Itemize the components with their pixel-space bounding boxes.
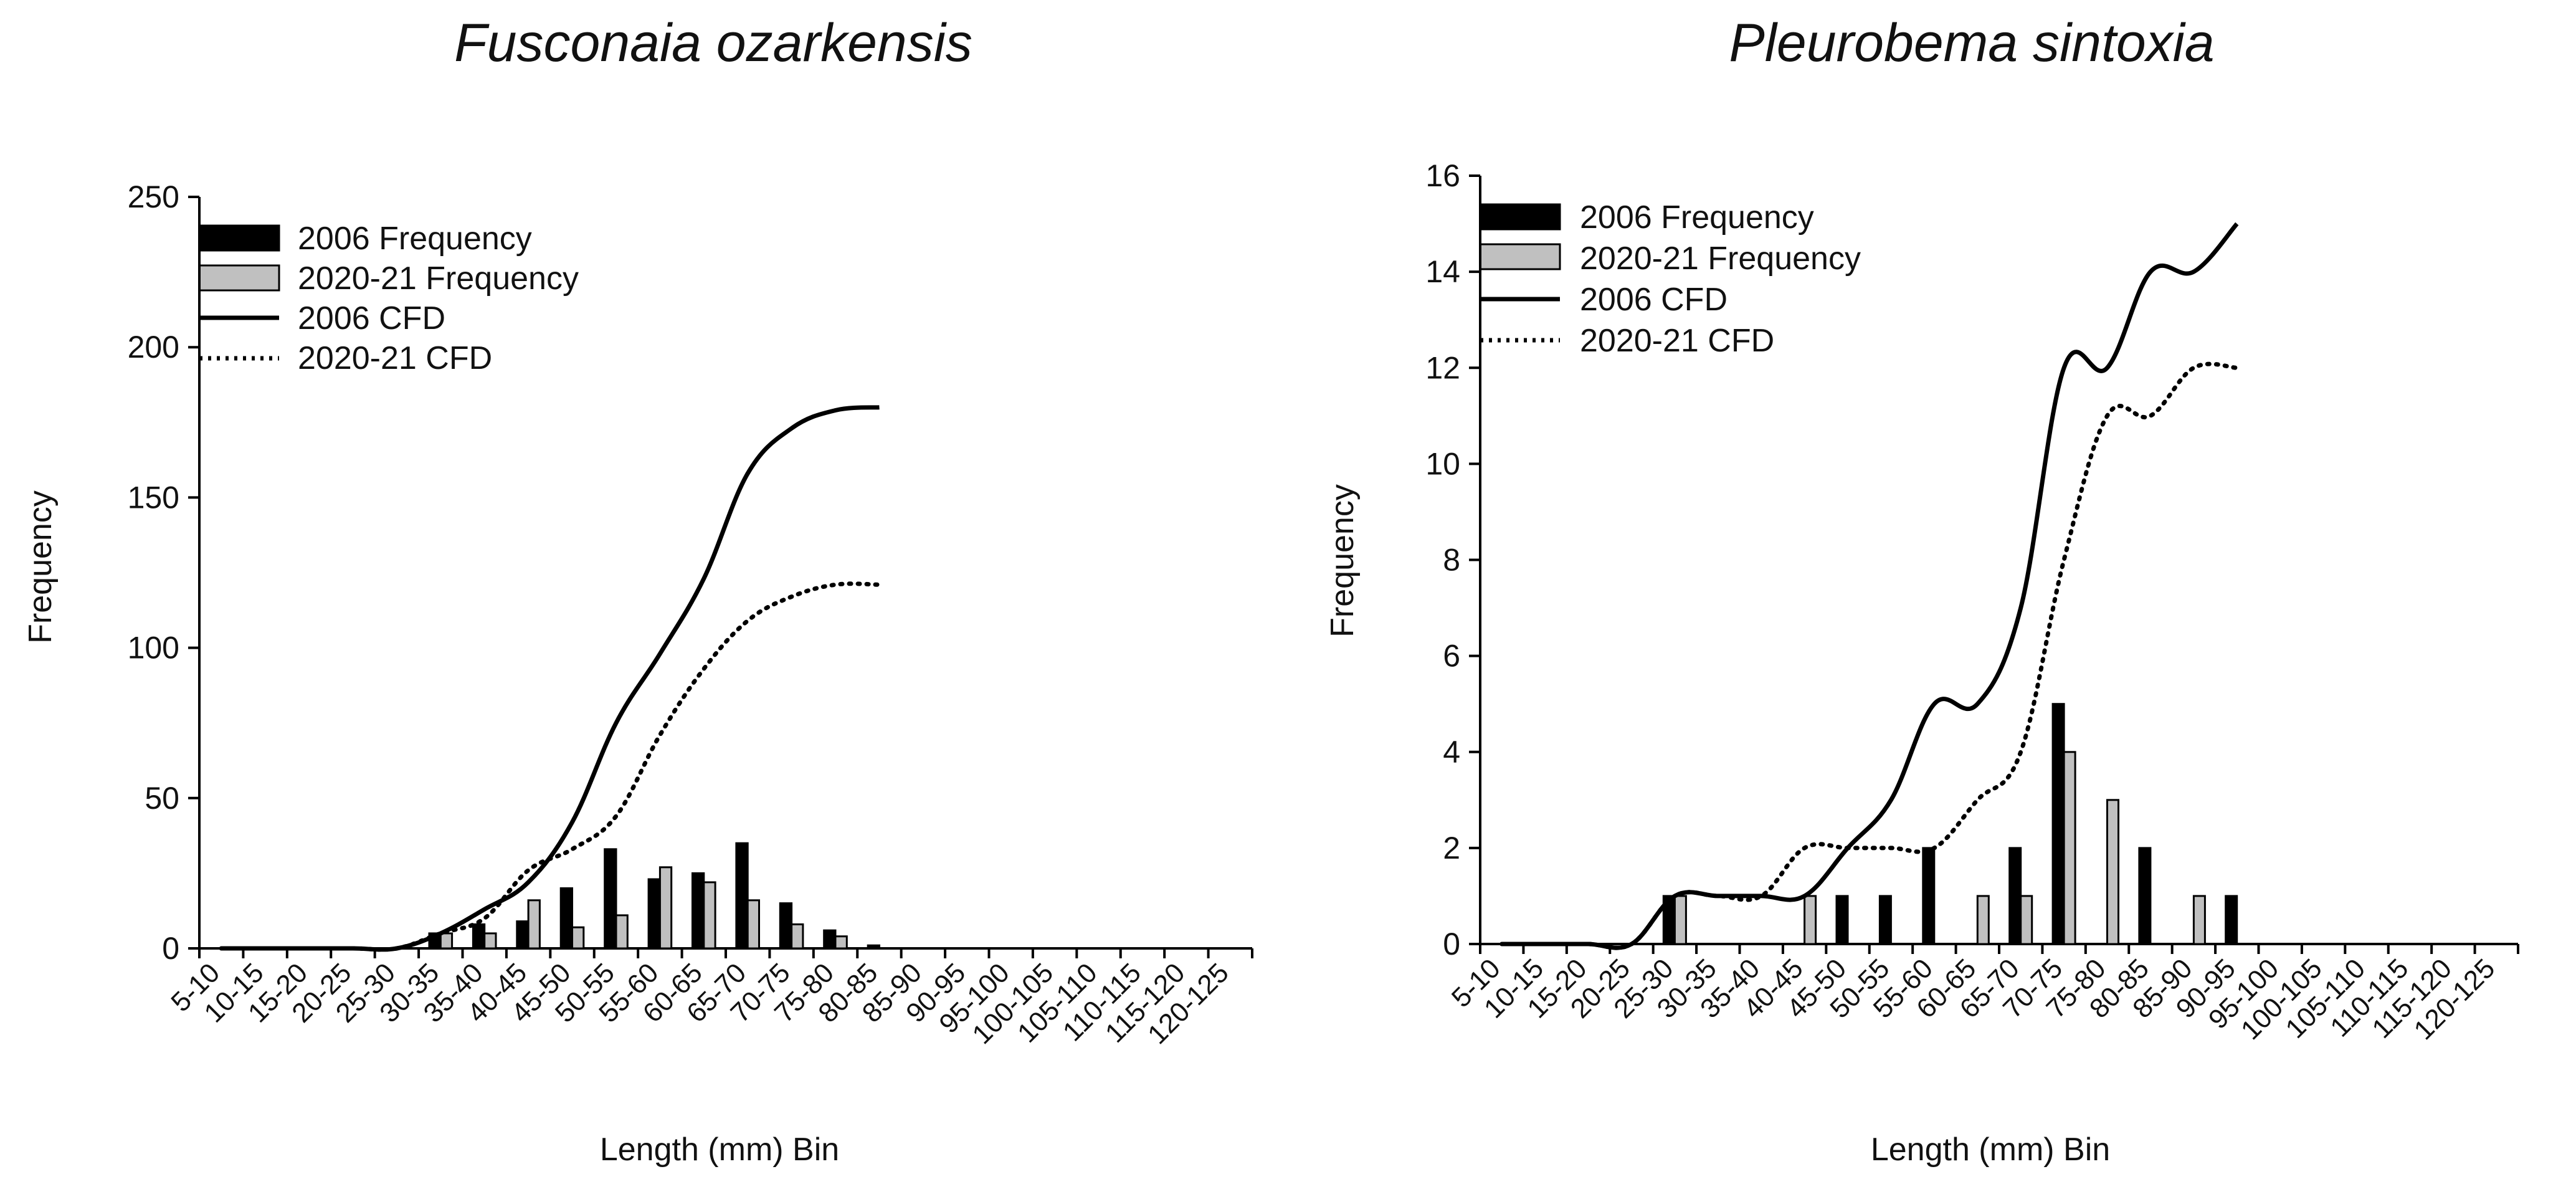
- line-2020-21-cfd: [219, 581, 882, 952]
- legend: 2006 Frequency 2020-21 Frequency 2006 CF…: [1479, 199, 1861, 359]
- bar-2006-frequency-90-95: [2225, 895, 2238, 945]
- y-tick-label: 12: [1425, 350, 1460, 385]
- legend-swatch-2020-21-frequency: [198, 264, 280, 292]
- legend-label-2006-frequency: 2006 Frequency: [298, 221, 532, 257]
- y-axis-label: Frequency: [1324, 484, 1361, 637]
- line-2006-cfd: [221, 405, 880, 952]
- x-axis-label: Length (mm) Bin: [600, 1132, 839, 1168]
- bar-2020-21-frequency-35-40: [483, 932, 497, 950]
- y-tick-label: 4: [1443, 735, 1460, 770]
- legend-swatch-2020-21-frequency: [1479, 243, 1561, 270]
- bar-2006-frequency-75-80: [823, 929, 837, 950]
- y-tick-label: 250: [128, 179, 179, 214]
- bar-2020-21-frequency-55-60: [658, 866, 673, 950]
- y-tick-label: 14: [1425, 254, 1460, 289]
- bar-2020-21-frequency-40-45: [527, 899, 541, 950]
- legend-swatch-2006-frequency: [198, 224, 280, 252]
- chart-fusconaia: Fusconaia ozarkensis Frequency Length (m…: [22, 13, 1253, 1168]
- bar-2006-frequency-45-50: [1835, 895, 1849, 945]
- bar-2020-21-frequency-30-35: [439, 932, 454, 950]
- bar-2006-frequency-35-40: [472, 923, 486, 950]
- legend-swatch-2006-frequency: [1479, 203, 1561, 231]
- y-tick-label: 150: [128, 480, 179, 515]
- legend-label-2006-cfd: 2006 CFD: [1580, 282, 1728, 318]
- bar-2006-frequency-55-60: [1922, 847, 1936, 945]
- bar-2020-21-frequency-70-75: [791, 923, 804, 950]
- bar-2020-21-frequency-45-50: [571, 926, 585, 950]
- bar-2006-frequency-80-85: [2138, 847, 2152, 945]
- y-tick-label: 0: [1443, 927, 1460, 961]
- y-tick-label: 16: [1425, 158, 1460, 193]
- bar-2006-frequency-70-75: [2051, 703, 2065, 945]
- bar-2020-21-frequency-65-70: [2020, 895, 2033, 945]
- chart-title: Pleurobema sintoxia: [1729, 13, 2214, 73]
- bar-2020-21-frequency-50-55: [615, 914, 629, 950]
- bar-2006-frequency-55-60: [647, 878, 661, 950]
- bar-2006-frequency-65-70: [735, 842, 749, 950]
- y-tick-label: 0: [162, 931, 179, 966]
- legend-label-2020-21-cfd: 2020-21 CFD: [298, 340, 492, 376]
- y-tick-label: 10: [1425, 446, 1460, 481]
- bar-2020-21-frequency-75-80: [2106, 799, 2119, 945]
- legend-label-2020-21-frequency: 2020-21 Frequency: [1580, 241, 1861, 277]
- legend-label-2006-frequency: 2006 Frequency: [1580, 199, 1814, 236]
- y-tick-label: 200: [128, 330, 179, 365]
- bar-2006-frequency-50-55: [604, 848, 617, 950]
- bar-2020-21-frequency-65-70: [746, 899, 760, 950]
- bar-2020-21-frequency-60-65: [1976, 895, 1990, 945]
- bar-2006-frequency-50-55: [1878, 895, 1892, 945]
- x-axis-label: Length (mm) Bin: [1871, 1132, 2110, 1168]
- y-tick-label: 6: [1443, 639, 1460, 674]
- y-tick-label: 50: [145, 781, 179, 816]
- bar-2006-frequency-40-45: [516, 920, 530, 950]
- legend: 2006 Frequency 2020-21 Frequency 2006 CF…: [198, 221, 579, 376]
- bar-2006-frequency-45-50: [559, 887, 574, 950]
- bar-2020-21-frequency-25-30: [1673, 895, 1687, 945]
- legend-label-2006-cfd: 2006 CFD: [298, 300, 445, 336]
- bar-2020-21-frequency-75-80: [834, 935, 848, 950]
- bar-2020-21-frequency-70-75: [2063, 751, 2076, 945]
- y-tick-label: 2: [1443, 831, 1460, 866]
- line-2020-21-cfd: [1499, 361, 2240, 950]
- bar-2020-21-frequency-85-90: [2192, 895, 2206, 945]
- bar-2006-frequency-80-85: [867, 944, 880, 950]
- y-tick-label: 100: [128, 631, 179, 665]
- chart-title: Fusconaia ozarkensis: [454, 13, 972, 73]
- y-tick-label: 8: [1443, 543, 1460, 578]
- bar-2020-21-frequency-40-45: [1804, 895, 1817, 945]
- chart-pleurobema: Pleurobema sintoxia Frequency Length (mm…: [1324, 13, 2519, 1168]
- bar-2006-frequency-60-65: [692, 872, 705, 950]
- y-axis-label: Frequency: [22, 490, 59, 644]
- bar-2006-frequency-70-75: [779, 902, 793, 950]
- legend-label-2020-21-frequency: 2020-21 Frequency: [298, 260, 579, 297]
- bar-2006-frequency-65-70: [2008, 847, 2022, 945]
- legend-label-2020-21-cfd: 2020-21 CFD: [1580, 323, 1774, 359]
- bar-2020-21-frequency-60-65: [703, 881, 716, 950]
